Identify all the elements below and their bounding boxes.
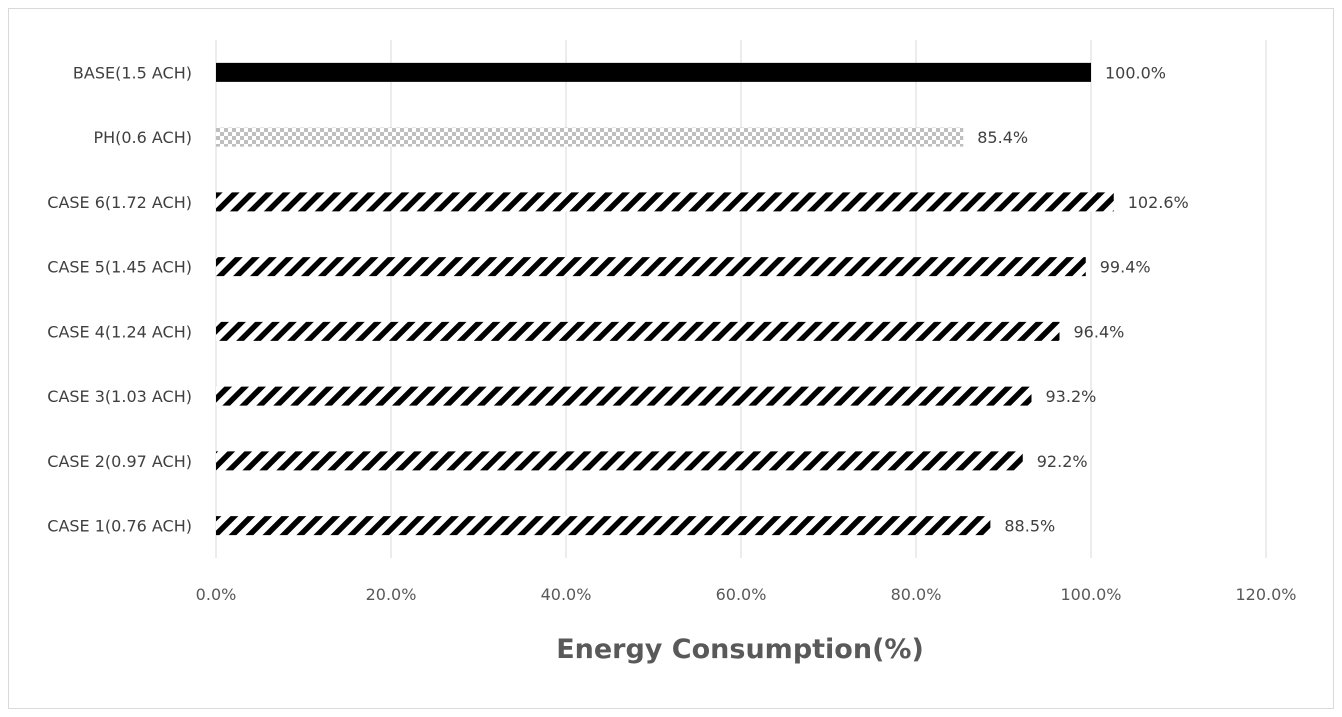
category-label: PH(0.6 ACH) — [93, 128, 192, 147]
category-label: BASE(1.5 ACH) — [73, 63, 192, 82]
category-label: CASE 2(0.97 ACH) — [47, 452, 192, 471]
x-tick-label: 20.0% — [366, 585, 417, 604]
bar — [216, 516, 991, 536]
data-label: 102.6% — [1128, 193, 1189, 212]
bar — [216, 451, 1023, 471]
bar — [216, 321, 1060, 341]
chart-frame — [8, 8, 1334, 709]
data-label: 85.4% — [977, 128, 1028, 147]
data-label: 88.5% — [1004, 517, 1055, 536]
data-label: 93.2% — [1046, 387, 1097, 406]
x-tick-label: 0.0% — [196, 585, 237, 604]
category-label: CASE 5(1.45 ACH) — [47, 258, 192, 277]
x-tick-label: 80.0% — [891, 585, 942, 604]
x-axis-title: Energy Consumption(%) — [556, 634, 924, 665]
data-label: 99.4% — [1100, 258, 1151, 277]
x-tick-label: 120.0% — [1235, 585, 1296, 604]
x-tick-label: 40.0% — [541, 585, 592, 604]
x-tick-label: 100.0% — [1060, 585, 1121, 604]
data-label: 96.4% — [1074, 322, 1125, 341]
bar — [216, 192, 1114, 212]
data-label: 92.2% — [1037, 452, 1088, 471]
bar — [216, 257, 1086, 277]
data-label: 100.0% — [1105, 63, 1166, 82]
bar — [216, 386, 1032, 406]
bar — [216, 62, 1091, 82]
category-label: CASE 6(1.72 ACH) — [47, 193, 192, 212]
category-label: CASE 1(0.76 ACH) — [47, 517, 192, 536]
x-tick-label: 60.0% — [716, 585, 767, 604]
category-label: CASE 3(1.03 ACH) — [47, 387, 192, 406]
bar — [216, 127, 964, 147]
category-label: CASE 4(1.24 ACH) — [47, 322, 192, 341]
